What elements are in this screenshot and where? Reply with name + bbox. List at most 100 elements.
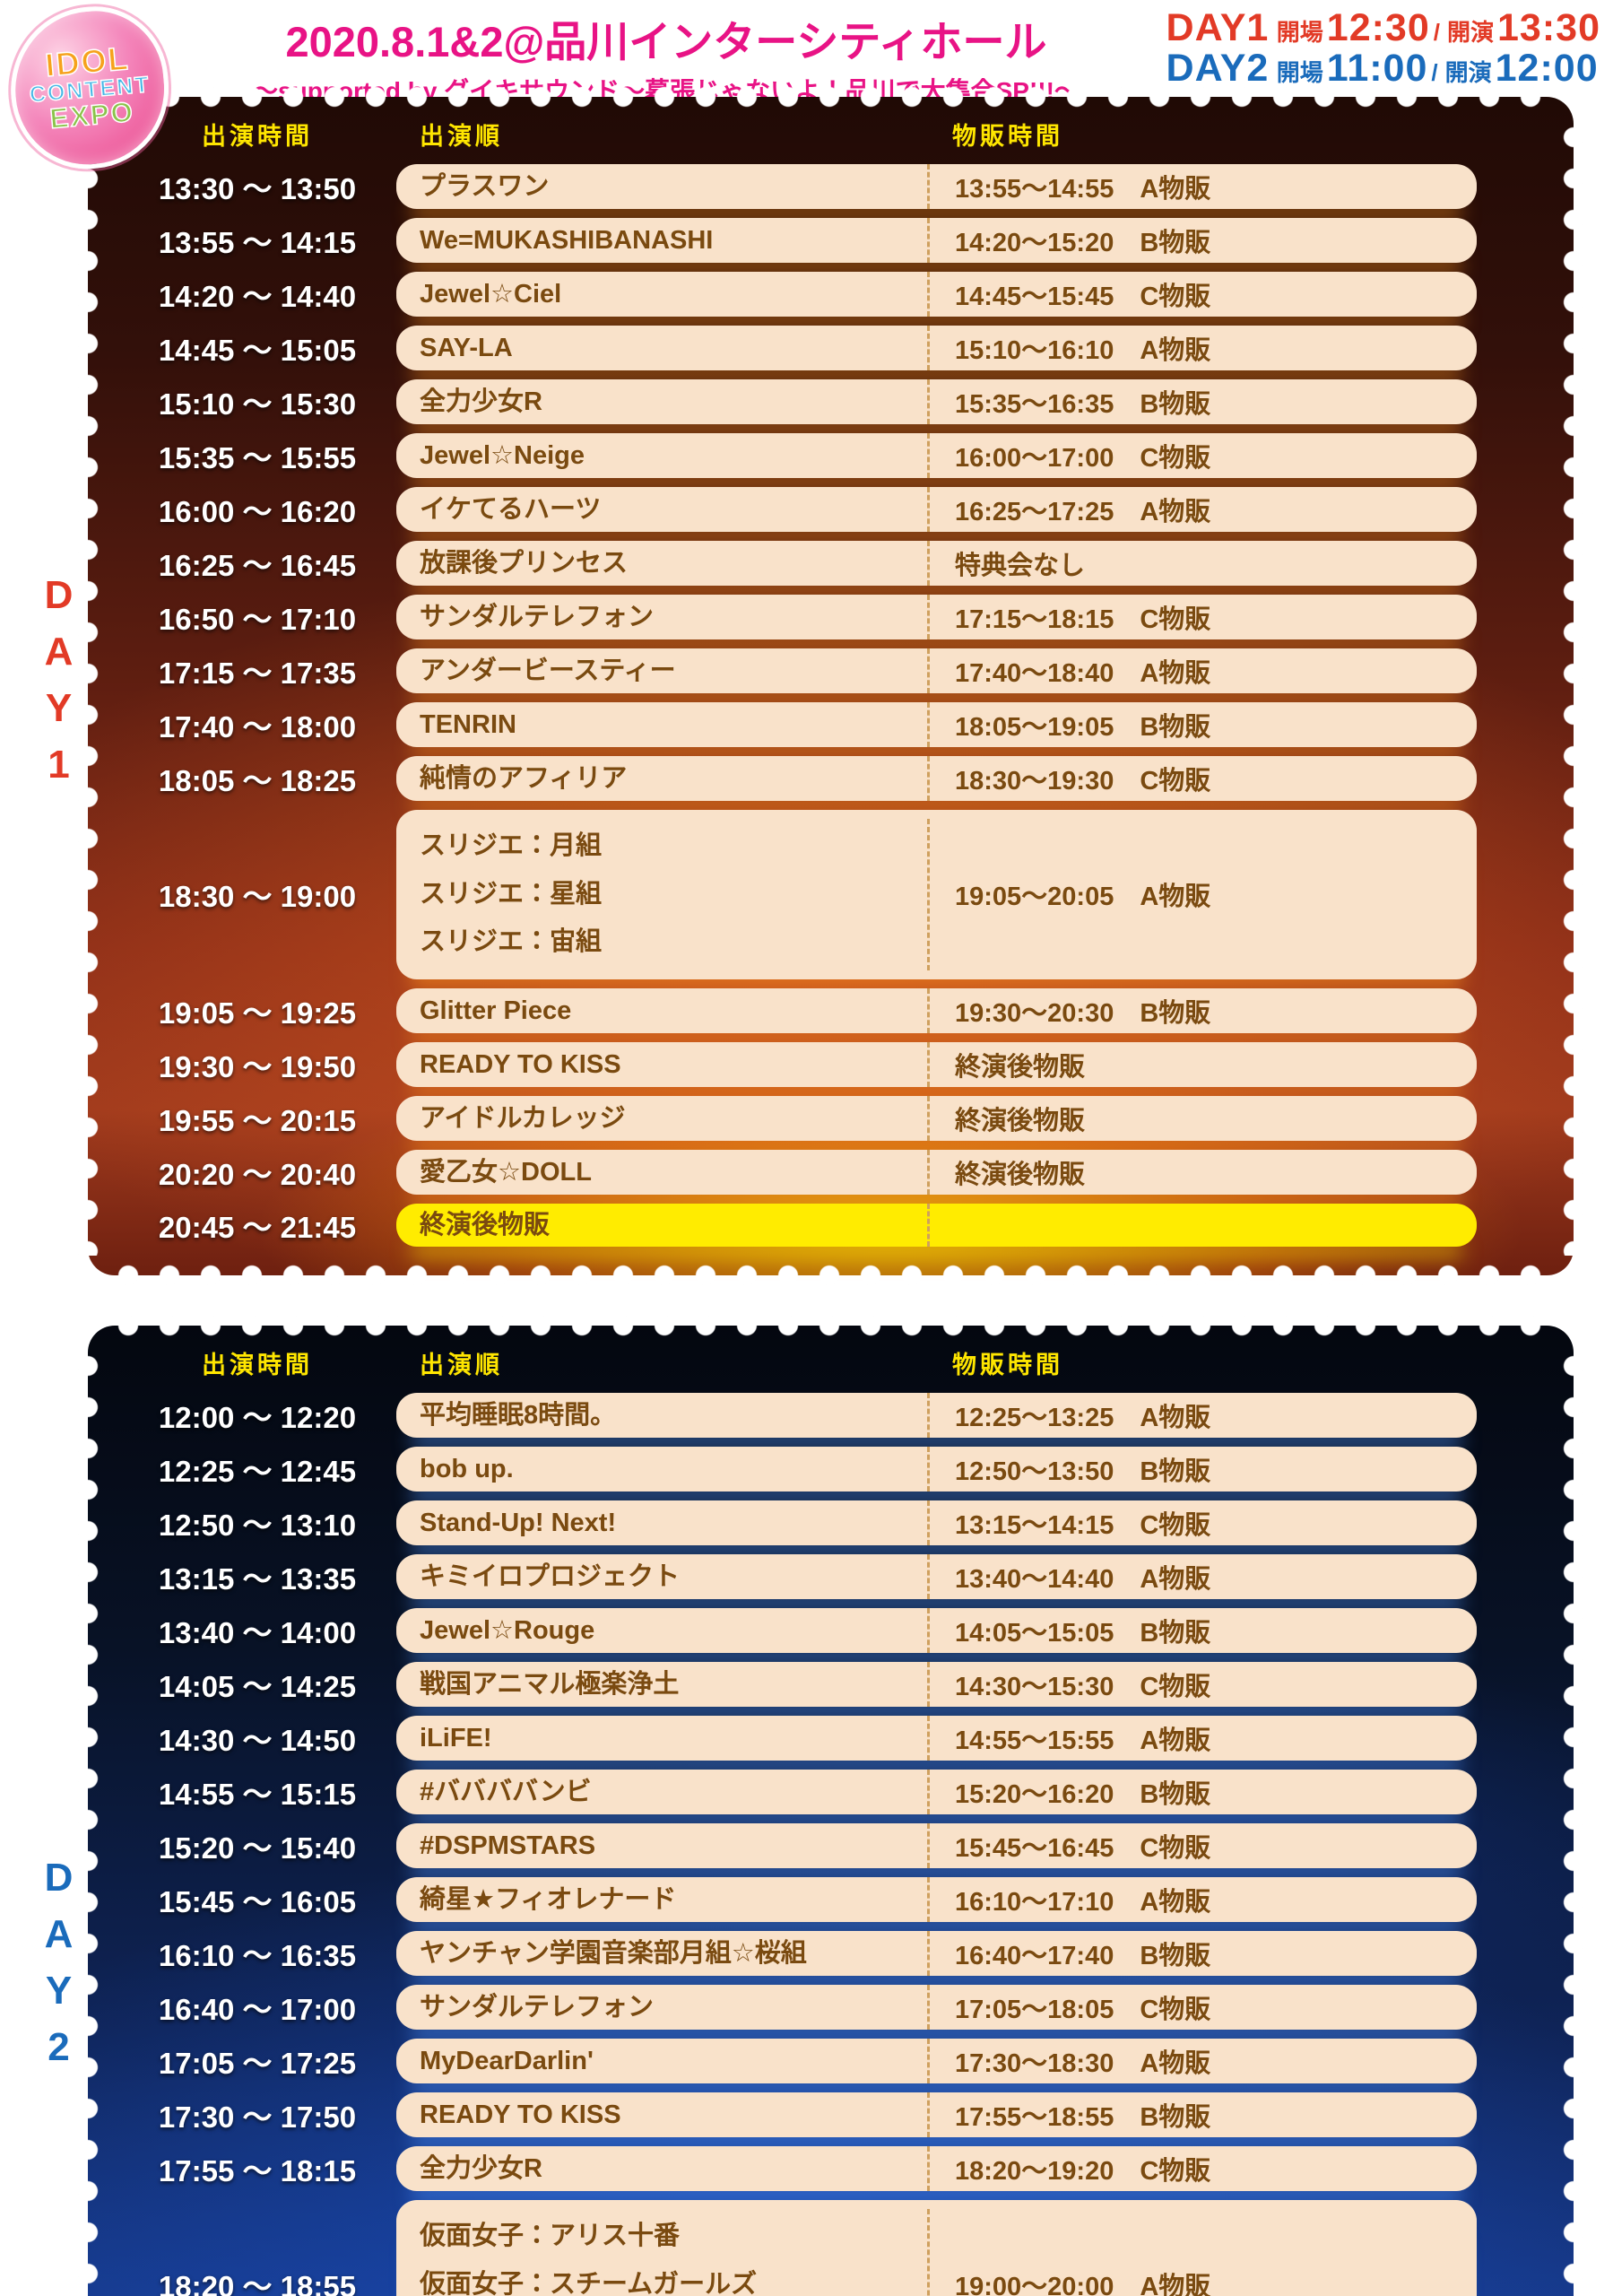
row-pill: 綺星★フィオレナード 16:10～17:10 A物販: [396, 1876, 1477, 1922]
column-header-merch: 物販時間: [952, 1351, 1063, 1378]
schedule-row: 17:05 ～ 17:25 MyDearDarlin' 17:30～18:30 …: [127, 2038, 1477, 2083]
row-pill: 終演後物販: [396, 1203, 1477, 1247]
row-pill: 全力少女R 18:20～19:20 C物販: [396, 2145, 1477, 2191]
merch-time: 12:25～13:25 A物販: [927, 1392, 1477, 1438]
artist-name: アイドルカレッジ: [420, 1103, 626, 1133]
day1-open-time: 12:30: [1326, 6, 1430, 49]
row-pill: #ババババンビ 15:20～16:20 B物販: [396, 1769, 1477, 1814]
schedule-row: 19:30 ～ 19:50 READY TO KISS 終演後物販: [127, 1041, 1477, 1087]
performance-time: 14:55 ～ 15:15: [158, 1777, 357, 1811]
merch-time: 15:35～16:35 B物販: [927, 379, 1477, 424]
day2-label: DAY2: [1166, 47, 1270, 90]
schedule-row: 14:05 ～ 14:25 戦国アニマル極楽浄土 14:30～15:30 C物販: [127, 1661, 1477, 1707]
schedule-row: 12:50 ～ 13:10 Stand-Up! Next! 13:15～14:1…: [127, 1500, 1477, 1545]
performance-time: 14:30 ～ 14:50: [158, 1723, 357, 1757]
merch-time: [927, 1203, 1477, 1247]
performance-time: 18:05 ～ 18:25: [158, 764, 357, 797]
artist-name: アンダービースティー: [420, 656, 676, 685]
schedule-row: 18:05 ～ 18:25 純情のアフィリア 18:30～19:30 C物販: [127, 756, 1477, 801]
artist-name: Glitter Piece: [420, 996, 572, 1025]
schedule-row: 12:00 ～ 12:20 平均睡眠8時間。 12:25～13:25 A物販: [127, 1392, 1477, 1438]
performance-time: 15:10 ～ 15:30: [158, 387, 357, 421]
schedule-row: 19:05 ～ 19:25 Glitter Piece 19:30～20:30 …: [127, 987, 1477, 1033]
day1-label: DAY1: [1166, 6, 1270, 49]
title-block: 2020.8.1&2@品川インターシティホール 〜supported by ダイ…: [213, 7, 1119, 108]
row-pill: bob up. 12:50～13:50 B物販: [396, 1446, 1477, 1492]
artist-name: イケてるハーツ: [420, 494, 602, 524]
merch-time: 16:00～17:00 C物販: [927, 433, 1477, 478]
row-pill: READY TO KISS 終演後物販: [396, 1041, 1477, 1087]
performance-time: 13:40 ～ 14:00: [158, 1615, 357, 1649]
merch-time: 17:55～18:55 B物販: [927, 2092, 1477, 2137]
row-pill: 平均睡眠8時間。 12:25～13:25 A物販: [396, 1392, 1477, 1438]
artist-name: SAY-LA: [420, 333, 513, 362]
schedule-row: 17:15 ～ 17:35 アンダービースティー 17:40～18:40 A物販: [127, 648, 1477, 693]
performance-time: 15:45 ～ 16:05: [158, 1884, 357, 1918]
merch-time: 14:55～15:55 A物販: [927, 1715, 1477, 1761]
merch-time: 17:40～18:40 A物販: [927, 648, 1477, 693]
schedule-row: 18:20 ～ 18:55 仮面女子：アリス十番仮面女子：スチームガールズ仮面女…: [127, 2199, 1477, 2296]
artist-name: 平均睡眠8時間。: [420, 1400, 617, 1430]
performance-time: 18:30 ～ 19:00: [158, 880, 357, 914]
day1-start-label: 開演: [1447, 19, 1495, 46]
row-pill: Jewel☆Neige 16:00～17:00 C物販: [396, 433, 1477, 478]
row-pill: Stand-Up! Next! 13:15～14:15 C物販: [396, 1500, 1477, 1545]
merch-time: 15:20～16:20 B物販: [927, 1769, 1477, 1814]
merch-time: 16:40～17:40 B物販: [927, 1930, 1477, 1976]
event-title: 2020.8.1&2@品川インターシティホール: [285, 18, 1047, 65]
schedule-row: 14:30 ～ 14:50 iLiFE! 14:55～15:55 A物販: [127, 1715, 1477, 1761]
merch-time: 17:05～18:05 C物販: [927, 1984, 1477, 2030]
row-pill: サンダルテレフォン 17:05～18:05 C物販: [396, 1984, 1477, 2030]
performance-time: 13:15 ～ 13:35: [158, 1561, 357, 1596]
artist-name: サンダルテレフォン: [420, 602, 655, 631]
schedule-row: 12:25 ～ 12:45 bob up. 12:50～13:50 B物販: [127, 1446, 1477, 1492]
merch-time: 13:15～14:15 C物販: [927, 1500, 1477, 1545]
day1-open-label: 開場: [1276, 19, 1323, 46]
day1-start-time: 13:30: [1497, 6, 1600, 49]
performance-time: 16:10 ～ 16:35: [158, 1938, 357, 1972]
row-pill: キミイロプロジェクト 13:40～14:40 A物販: [396, 1553, 1477, 1599]
performance-time: 20:45 ～ 21:45: [158, 1210, 357, 1244]
performance-time: 14:20 ～ 14:40: [158, 280, 357, 313]
row-pill: ヤンチャン学園音楽部月組☆桜組 16:40～17:40 B物販: [396, 1930, 1477, 1976]
merch-time: 終演後物販: [927, 1095, 1477, 1141]
open-start-times: DAY1 開場12:30/開演13:30 DAY2 開場11:00/開演12:0…: [1166, 9, 1600, 90]
artist-name: 全力少女R: [420, 2153, 542, 2183]
artist-name: キミイロプロジェクト: [420, 1561, 681, 1591]
day2-start-label: 開演: [1444, 59, 1492, 86]
schedule-row: 20:45 ～ 21:45 終演後物販: [127, 1203, 1477, 1247]
merch-time: 14:45～15:45 C物販: [927, 272, 1477, 317]
performance-time: 13:55 ～ 14:15: [158, 226, 357, 259]
day2-rows: 12:00 ～ 12:20 平均睡眠8時間。 12:25～13:25 A物販 1…: [88, 1392, 1574, 2296]
row-pill: Jewel☆Ciel 14:45～15:45 C物販: [396, 272, 1477, 317]
row-pill: アンダービースティー 17:40～18:40 A物販: [396, 648, 1477, 693]
column-headers: 出演時間 出演順 物販時間: [88, 117, 1574, 152]
merch-time: 16:25～17:25 A物販: [927, 487, 1477, 532]
schedule-row: 17:40 ～ 18:00 TENRIN 18:05～19:05 B物販: [127, 702, 1477, 747]
perforation-edge: [108, 1263, 1554, 1287]
row-pill: スリジエ：月組 スリジエ：星組 スリジエ：宙組 19:05～20:05 A物販: [396, 810, 1477, 979]
day2-open-time: 11:00: [1326, 47, 1428, 90]
merch-time: 16:10～17:10 A物販: [927, 1876, 1477, 1922]
artist-name: We=MUKASHIBANASHI: [420, 225, 714, 255]
row-pill: 放課後プリンセス 特典会なし: [396, 541, 1477, 586]
artist-name: ヤンチャン学園音楽部月組☆桜組: [420, 1938, 807, 1968]
performance-time: 12:50 ～ 13:10: [158, 1508, 357, 1542]
merch-time: 特典会なし: [927, 541, 1477, 586]
schedule-row: 14:55 ～ 15:15 #ババババンビ 15:20～16:20 B物販: [127, 1769, 1477, 1814]
row-pill: アイドルカレッジ 終演後物販: [396, 1095, 1477, 1141]
performance-time: 18:20 ～ 18:55: [158, 2270, 357, 2296]
schedule-row: 18:30 ～ 19:00 スリジエ：月組 スリジエ：星組 スリジエ：宙組 19:0…: [127, 810, 1477, 979]
column-header-time: 出演時間: [202, 1351, 313, 1378]
performance-time: 16:00 ～ 16:20: [158, 495, 357, 528]
column-header-group: 出演順 物販時間: [396, 1345, 1477, 1380]
day2-side-label: DAY2: [37, 1855, 81, 2082]
row-pill: 戦国アニマル極楽浄土 14:30～15:30 C物販: [396, 1661, 1477, 1707]
merch-time: 18:05～19:05 B物販: [927, 702, 1477, 747]
merch-time: 13:55～14:55 A物販: [927, 164, 1477, 209]
schedule-row: 13:15 ～ 13:35 キミイロプロジェクト 13:40～14:40 A物販: [127, 1553, 1477, 1599]
schedule-row: 15:45 ～ 16:05 綺星★フィオレナード 16:10～17:10 A物販: [127, 1876, 1477, 1922]
schedule-row: 15:10 ～ 15:30 全力少女R 15:35～16:35 B物販: [127, 379, 1477, 424]
